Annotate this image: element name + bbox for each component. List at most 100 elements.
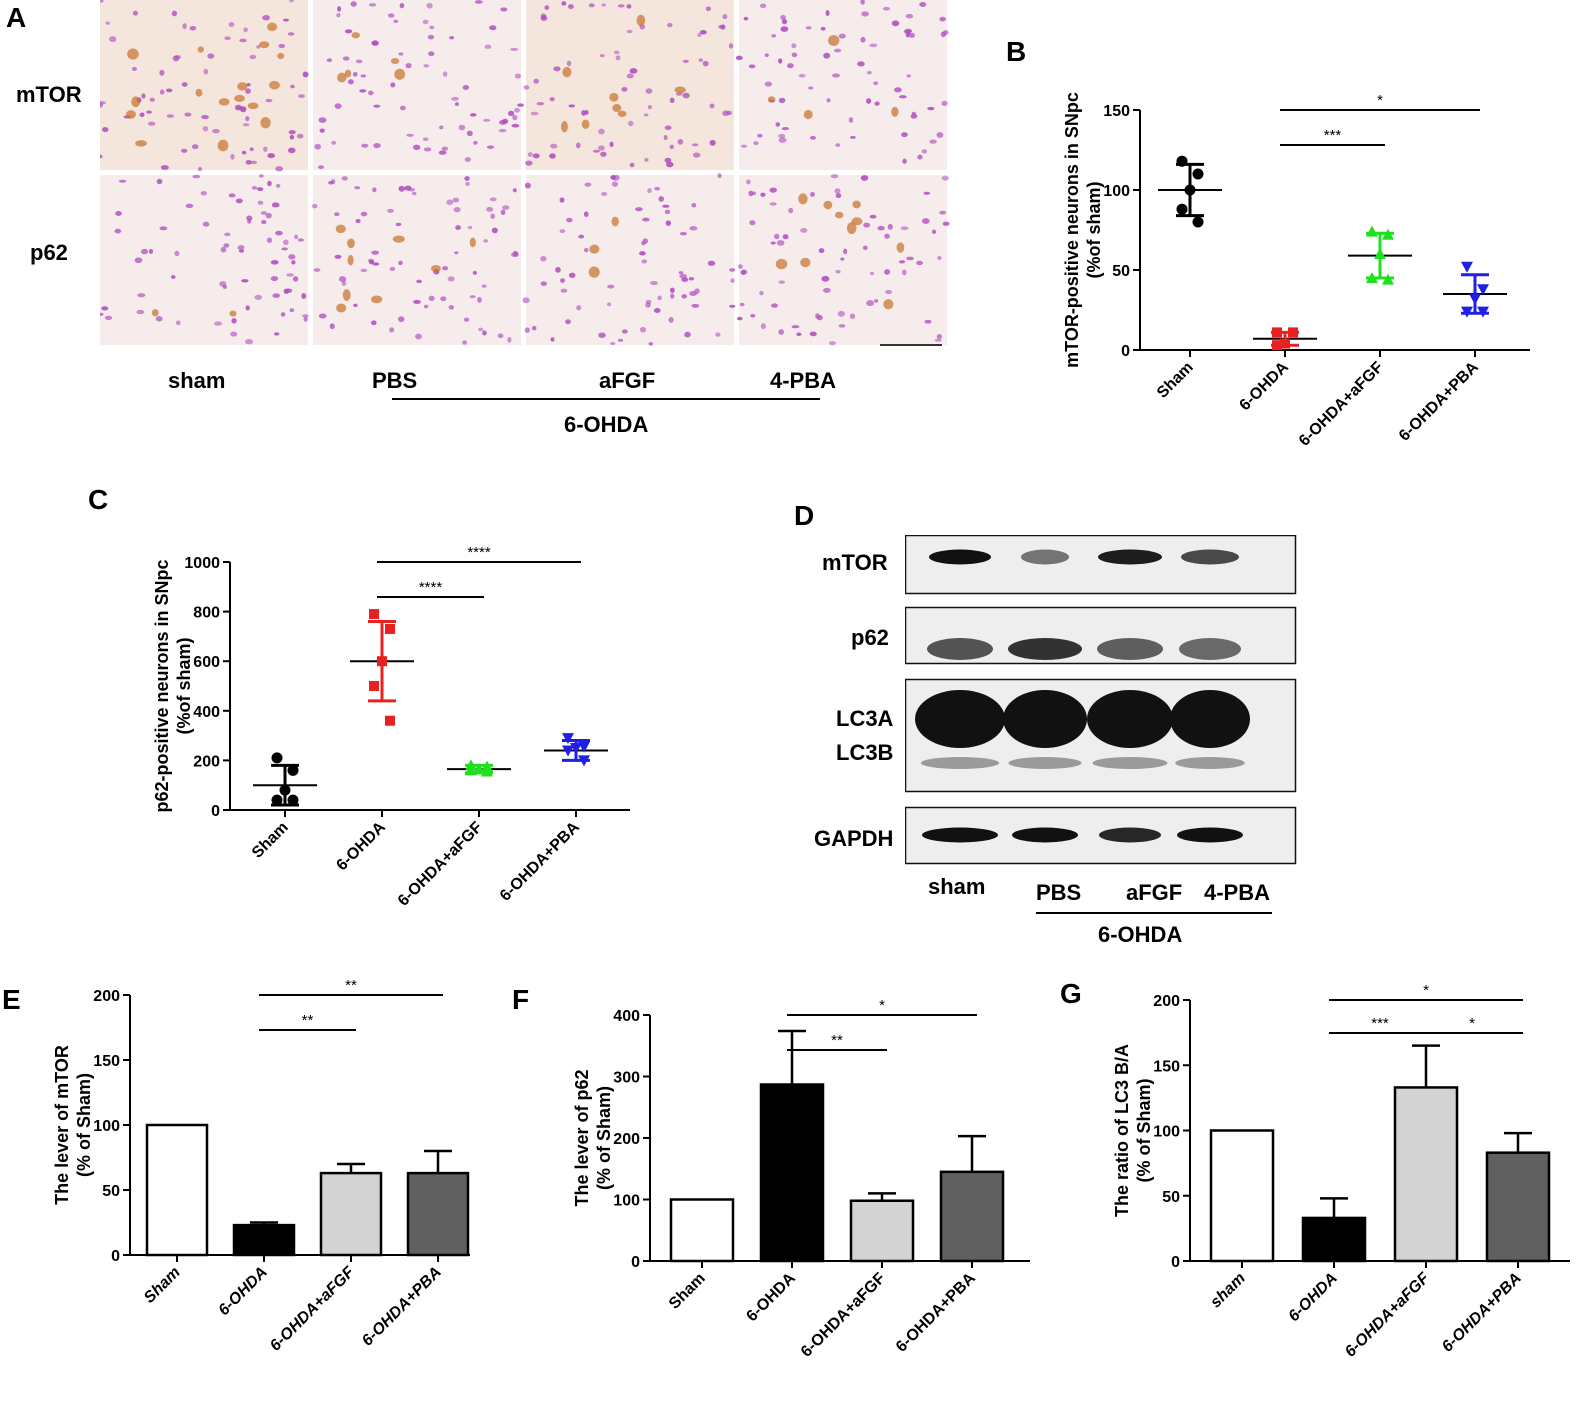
nucleus [934, 338, 942, 342]
nucleus [549, 97, 555, 102]
micrograph-tile [735, 0, 949, 170]
nucleus [462, 84, 470, 91]
nucleus [368, 3, 377, 7]
data-point [562, 733, 574, 745]
blot-band [922, 827, 998, 843]
nucleus [360, 211, 368, 217]
nucleus [726, 110, 733, 116]
col-label-pbs: PBS [372, 368, 418, 393]
band-label-mtor: mTOR [822, 550, 888, 575]
nucleus [220, 246, 227, 253]
significance-label: ** [345, 977, 357, 994]
nucleus [275, 183, 281, 188]
nucleus [428, 295, 435, 302]
nucleus [583, 211, 589, 218]
nucleus [567, 4, 574, 10]
nucleus [805, 26, 812, 30]
nucleus [334, 212, 340, 217]
nucleus [98, 0, 104, 3]
nucleus [260, 211, 267, 216]
nucleus [447, 276, 455, 282]
panel-c-letter: C [88, 484, 109, 515]
nucleus [775, 122, 781, 127]
nucleus [857, 61, 865, 67]
nucleus [207, 53, 215, 59]
nucleus [139, 112, 145, 117]
blot-band [1087, 690, 1173, 748]
significance-label: * [1469, 1015, 1475, 1032]
chart-e-svg: 0 50 100 150 200 The lever of mTOR (% of Sham)… [52, 977, 470, 1355]
nucleus [413, 299, 421, 304]
nucleus [531, 325, 537, 331]
stained-neuron [800, 257, 811, 268]
col-label-4pba: 4-PBA [770, 368, 837, 393]
nucleus [203, 68, 209, 75]
nucleus [658, 196, 665, 202]
nucleus [666, 161, 674, 168]
nucleus [771, 33, 777, 38]
nucleus [387, 208, 394, 213]
nucleus [900, 226, 909, 231]
stained-neuron [247, 102, 259, 110]
stained-neuron [234, 94, 245, 102]
nucleus [669, 287, 675, 294]
nucleus [241, 150, 247, 155]
y-tick-label: 200 [193, 753, 220, 770]
y-axis-label: The lever of p62 [572, 1069, 592, 1206]
nucleus [265, 98, 273, 103]
nucleus [697, 32, 702, 38]
nucleus [837, 310, 845, 317]
nucleus [678, 271, 684, 275]
nucleus [286, 273, 294, 277]
nucleus [102, 126, 109, 133]
nucleus [641, 259, 648, 264]
nucleus [550, 337, 555, 342]
chart-b: 0 50 100 150 mTOR-positive neurons in SNpc (%… [1040, 70, 1580, 475]
stained-neuron [609, 92, 619, 102]
nucleus [869, 43, 878, 48]
y-axis-label: The lever of mTOR [52, 1045, 72, 1205]
nucleus [508, 110, 515, 117]
nucleus [650, 281, 658, 286]
blot-strip [904, 606, 1297, 665]
nucleus [454, 251, 459, 255]
nucleus [524, 182, 531, 189]
nucleus [481, 284, 487, 288]
row-label-mtor: mTOR [16, 82, 82, 107]
y-axis-label-units: (% of Sham) [594, 1086, 614, 1190]
nucleus [677, 138, 684, 145]
nucleus [778, 280, 786, 284]
nucleus [372, 262, 380, 266]
nucleus [576, 305, 582, 311]
nucleus [500, 209, 506, 216]
nucleus [689, 226, 698, 231]
nucleus [197, 166, 203, 172]
group-bracket-line [392, 398, 820, 400]
nucleus [245, 159, 252, 165]
stained-neuron [131, 96, 141, 108]
x-tick-label: sham [1207, 1270, 1249, 1312]
y-tick-label: 0 [631, 1254, 640, 1271]
nucleus [668, 317, 674, 323]
nucleus [466, 130, 473, 137]
stained-neuron [469, 237, 476, 248]
nucleus [566, 60, 572, 67]
nucleus [611, 181, 619, 187]
data-point [369, 681, 379, 691]
stained-neuron [342, 289, 351, 302]
nucleus [288, 254, 296, 260]
nucleus [228, 22, 235, 27]
y-tick-label: 200 [613, 1131, 640, 1148]
nucleus [423, 64, 430, 68]
panel-e-letter: E [2, 984, 21, 1015]
nucleus [816, 314, 823, 321]
nucleus [848, 117, 854, 123]
nucleus [679, 231, 688, 236]
nucleus [834, 188, 841, 194]
y-tick-label: 150 [1153, 1058, 1180, 1075]
nucleus [486, 206, 494, 212]
nucleus [643, 113, 649, 117]
bar [145, 1123, 209, 1257]
nucleus [270, 276, 279, 282]
nucleus [664, 157, 672, 163]
